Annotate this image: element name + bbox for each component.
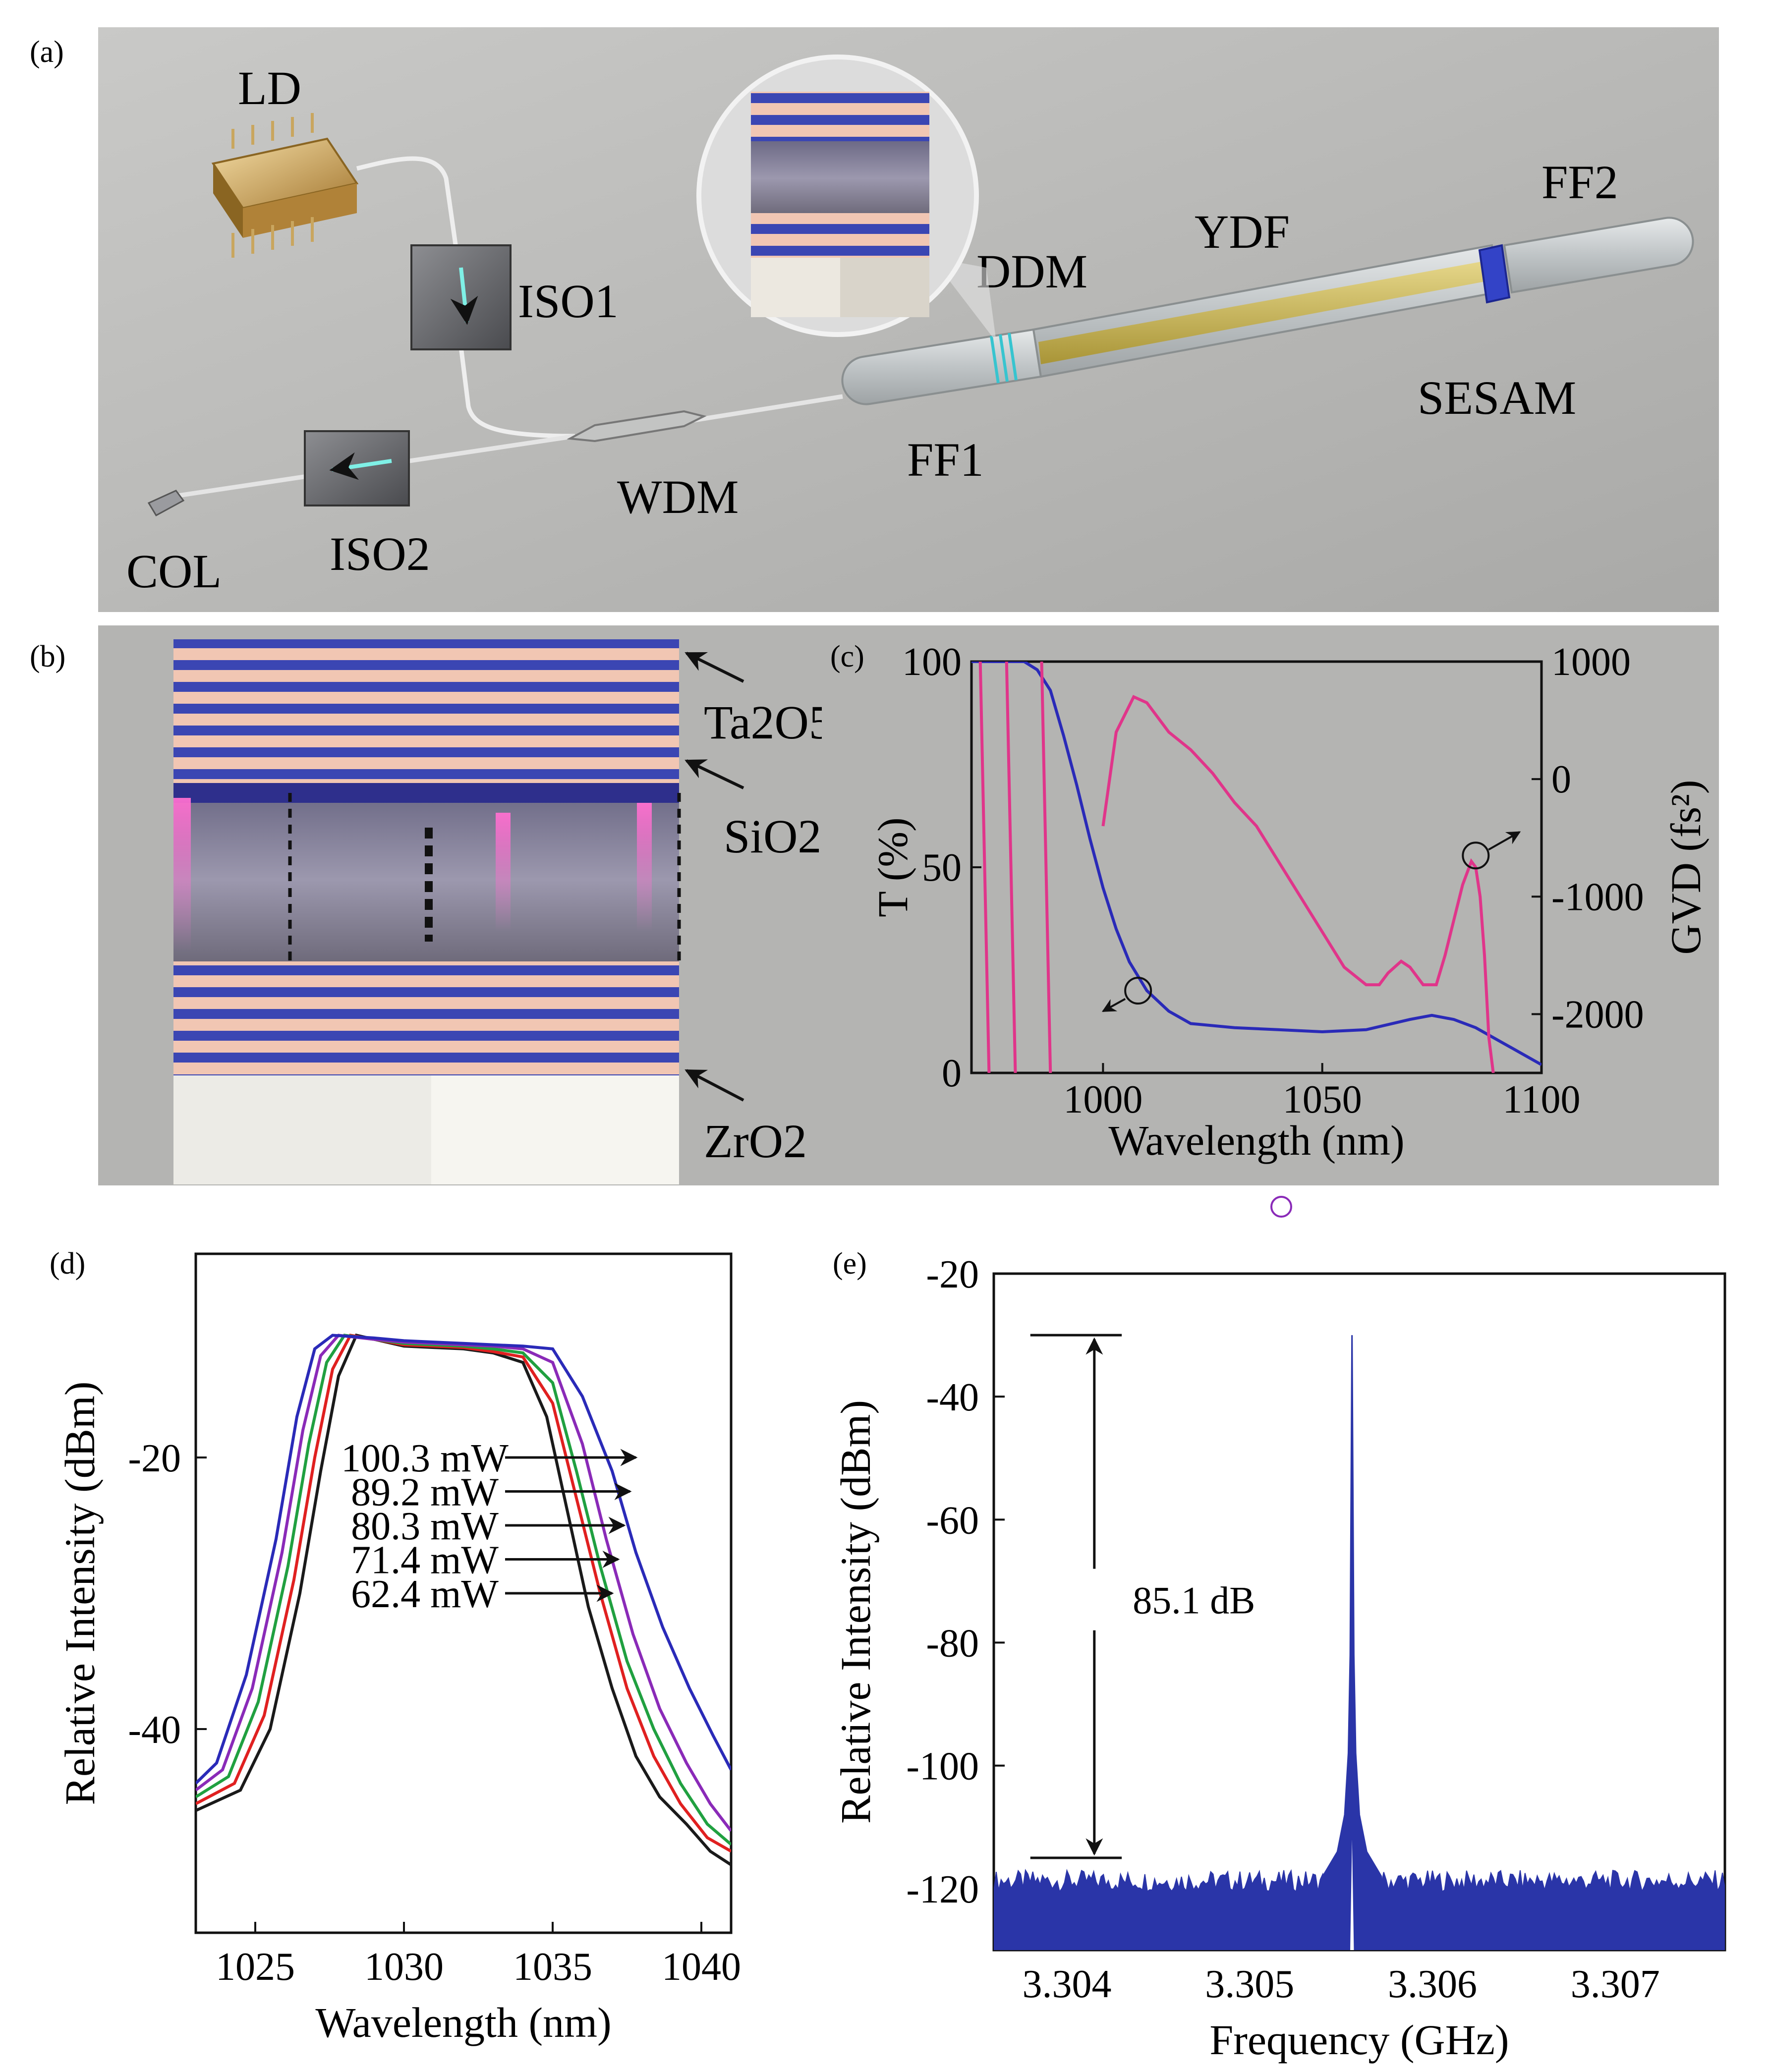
panel-d-tag: (d) <box>50 1247 85 1281</box>
chart-d-series-label: 100.3 mW <box>341 1437 509 1480</box>
chart-d-frame <box>194 1252 733 1934</box>
chart-c-gvd-branch <box>1040 662 1052 1073</box>
chart-c-gvd-branch <box>978 662 991 1073</box>
chart-d-plot-area <box>196 1333 731 1866</box>
chart-c-y2tick-label: 1000 <box>1551 640 1631 684</box>
chart-e-ytick-label: -120 <box>906 1868 979 1911</box>
chart-c-xtick-label: 1050 <box>1283 1078 1362 1121</box>
collimator <box>147 490 185 517</box>
chart-e-ytick-label: -80 <box>926 1622 979 1666</box>
chart-d-xtick-label: 1030 <box>364 1945 444 1989</box>
chart-e-ylabel: Relative Intensity (dBm) <box>832 1400 879 1824</box>
chart-c-ytick-label: 100 <box>902 640 962 684</box>
fiber-ld-to-iso1 <box>356 156 458 248</box>
chart-e-ytick-label: -20 <box>926 1253 979 1296</box>
chart-c-gvd-branch <box>1005 662 1017 1073</box>
chart-e-xtick-label: 3.307 <box>1571 1962 1660 2006</box>
stray-marker <box>1270 1196 1292 1218</box>
arrow-zro2 <box>685 1069 744 1102</box>
chart-c-ylabel: T (%) <box>869 817 916 917</box>
chart-c-ytick-label: 50 <box>922 846 962 890</box>
panel-b-tag: (b) <box>30 640 65 673</box>
fiber-ferrule-2 <box>1503 217 1694 294</box>
chart-c-xlabel: Wavelength (nm) <box>1108 1117 1404 1164</box>
chart-d-xtick-label: 1040 <box>662 1945 741 1989</box>
panel-b: (b) Ta2O5 SiO2 ZrO2 <box>30 625 833 1185</box>
panel-a-tag: (a) <box>30 35 64 69</box>
chart-e-ytick-label: -40 <box>926 1376 979 1419</box>
chart-d-series-line <box>196 1334 731 1785</box>
panel-e: (e) 3.304 3.305 3.306 3.307 -20 -40 -60 -80 -100… <box>832 1247 1726 2064</box>
panel-a: (a) LD ISO1 <box>30 27 1719 612</box>
chart-output-spectra: 1025 1030 1035 1040 -20 -40 Wavelength (nm) Rel… <box>56 1252 741 2046</box>
chart-d-xtick-label: 1025 <box>216 1945 295 1989</box>
chart-e-xlabel: Frequency (GHz) <box>1209 2016 1509 2064</box>
label-ff1: FF1 <box>907 433 984 486</box>
chart-c-ytick-label: 0 <box>942 1052 962 1095</box>
chart-d-series-label: 80.3 mW <box>351 1505 499 1548</box>
label-ld: LD <box>238 61 301 114</box>
fiber-ferrule-1 <box>841 328 1042 405</box>
sesam <box>1478 244 1511 304</box>
panel-c-tag: (c) <box>830 640 864 673</box>
chart-d-ytick-label: -20 <box>128 1437 181 1480</box>
chart-c-y2tick-label: 0 <box>1551 758 1571 801</box>
chart-e-ytick-label: -100 <box>906 1745 979 1789</box>
fiber-iso1-to-wdm <box>458 346 575 439</box>
chart-d-series-label: 71.4 mW <box>351 1539 499 1582</box>
chart-rf-spectrum: 3.304 3.305 3.306 3.307 -20 -40 -60 -80 -100 -120… <box>832 1253 1726 2064</box>
chart-c-y2tick-label: -2000 <box>1551 993 1644 1036</box>
chart-d-xtick-label: 1035 <box>513 1945 592 1989</box>
chart-c-indicator-left <box>1124 977 1152 1005</box>
chart-c-y2label: GVD (fs²) <box>1662 780 1710 955</box>
label-zro2: ZrO2 <box>704 1115 807 1168</box>
label-sio2: SiO2 <box>724 810 821 863</box>
arrow-ta2o5 <box>685 652 744 683</box>
chart-d-series-label: 89.2 mW <box>351 1471 499 1514</box>
chart-c-series-gvd <box>1101 695 1495 1073</box>
label-sesam: SESAM <box>1418 371 1576 424</box>
ddm-zoom-bubble <box>696 55 996 342</box>
chart-c-plot-area <box>971 662 1541 1073</box>
chart-d-xlabel: Wavelength (nm) <box>315 1999 611 2046</box>
label-ta2o5: Ta2O5 <box>704 696 833 749</box>
isolator-1 <box>410 244 512 350</box>
panel-d: (d) 1025 1030 1035 1040 -20 -40 Wavelength (nm… <box>50 1247 741 2046</box>
laser-diode <box>211 113 359 258</box>
chart-e-ytick-label: -60 <box>926 1499 979 1542</box>
chart-e-xtick-label: 3.305 <box>1205 1962 1294 2006</box>
chart-d-series-label: 62.4 mW <box>351 1572 499 1616</box>
chart-transmission-gvd: 1000 1050 1100050100-2000-100001000Wavelen… <box>869 640 1710 1164</box>
panel-e-tag: (e) <box>833 1247 867 1281</box>
label-iso1: ISO1 <box>518 275 619 328</box>
chart-e-range-label: 85.1 dB <box>1133 1579 1255 1622</box>
ddm-structure <box>173 639 681 1184</box>
isolator-2 <box>304 430 410 506</box>
fiber-wdm-to-ff1 <box>693 394 843 423</box>
chart-c-series-transmission <box>971 662 1541 1066</box>
arrow-sio2 <box>685 759 744 789</box>
wdm <box>567 410 707 443</box>
chart-c-xtick-label: 1100 <box>1502 1078 1580 1121</box>
chart-e-xtick-label: 3.304 <box>1023 1962 1112 2006</box>
panel-c: (c) 1000 1050 1100050100-2000-100001000Wav… <box>822 625 1719 1185</box>
chart-c-indicator-right <box>1462 841 1490 870</box>
label-ydf: YDF <box>1195 205 1290 258</box>
chart-c-indicator-left-arrow <box>1101 998 1126 1012</box>
label-col: COL <box>126 545 222 598</box>
chart-d-ylabel: Relative Intensity (dBm) <box>56 1381 104 1805</box>
chart-c-xtick-label: 1000 <box>1063 1078 1142 1121</box>
label-ddm: DDM <box>976 245 1087 298</box>
chart-e-peak <box>1322 1335 1382 1950</box>
label-wdm: WDM <box>617 470 739 523</box>
label-ff2: FF2 <box>1541 156 1618 209</box>
chart-c-y2tick-label: -1000 <box>1551 875 1644 919</box>
chart-e-xtick-label: 3.306 <box>1388 1962 1477 2006</box>
chart-e-peak-notch <box>1350 1839 1354 1950</box>
chart-e-plot-area <box>994 1335 1725 1950</box>
label-iso2: ISO2 <box>330 527 430 580</box>
chart-d-ytick-label: -40 <box>128 1708 181 1752</box>
chart-c-indicator-right-arrow <box>1488 831 1521 851</box>
